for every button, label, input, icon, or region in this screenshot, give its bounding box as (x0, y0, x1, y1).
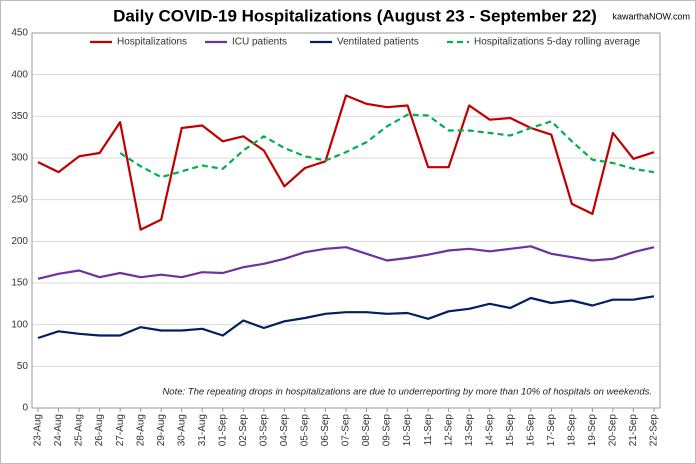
x-tick-label: 26-Aug (94, 414, 105, 446)
y-tick-label: 50 (17, 361, 29, 372)
x-tick-label: 02-Sep (238, 414, 249, 447)
x-tick-label: 29-Aug (156, 414, 167, 446)
x-tick-label: 19-Sep (587, 414, 598, 447)
y-tick-label: 350 (11, 111, 28, 122)
x-tick-label: 22-Sep (649, 414, 660, 447)
y-tick-label: 300 (11, 153, 28, 164)
series-line (119, 113, 655, 179)
legend-label: Ventilated patients (337, 37, 419, 48)
x-tick-label: 01-Sep (217, 414, 228, 447)
x-tick-label: 20-Sep (608, 414, 619, 447)
x-tick-label: 24-Aug (53, 414, 64, 446)
x-tick-label: 18-Sep (567, 414, 578, 447)
x-tick-label: 30-Aug (176, 414, 187, 446)
x-tick-label: 15-Sep (505, 414, 516, 447)
x-tick-label: 17-Sep (546, 414, 557, 447)
x-tick-label: 05-Sep (300, 414, 311, 447)
y-tick-label: 400 (11, 69, 28, 80)
source: kawarthaNOW.com (612, 11, 690, 21)
x-tick-label: 25-Aug (74, 414, 85, 446)
x-tick-label: 27-Aug (115, 414, 126, 446)
y-tick-label: 200 (11, 236, 28, 247)
series-line (37, 245, 655, 280)
series-line (37, 295, 655, 340)
x-tick-label: 14-Sep (484, 414, 495, 447)
x-tick-label: 10-Sep (402, 414, 413, 447)
legend-label: ICU patients (232, 37, 287, 48)
note: Note: The repeating drops in hospitaliza… (162, 387, 652, 398)
y-tick-label: 450 (11, 28, 28, 39)
x-tick-label: 31-Aug (197, 414, 208, 446)
x-tick-label: 11-Sep (423, 414, 434, 446)
x-tick-label: 09-Sep (382, 414, 393, 447)
y-tick-label: 150 (11, 278, 28, 289)
y-tick-label: 0 (22, 403, 28, 414)
x-tick-label: 16-Sep (525, 414, 536, 447)
chart-title: Daily COVID-19 Hospitalizations (August … (113, 6, 597, 25)
x-tick-label: 06-Sep (320, 414, 331, 447)
y-tick-label: 250 (11, 194, 28, 205)
x-tick-label: 21-Sep (628, 414, 639, 447)
y-tick-label: 100 (11, 319, 28, 330)
x-tick-label: 08-Sep (361, 414, 372, 447)
x-tick-label: 03-Sep (259, 414, 270, 447)
series-line (37, 94, 655, 231)
legend-label: Hospitalizations (117, 37, 187, 48)
x-tick-label: 23-Aug (33, 414, 44, 446)
x-tick-label: 12-Sep (443, 414, 454, 447)
x-tick-label: 13-Sep (464, 414, 475, 447)
x-tick-label: 28-Aug (135, 414, 146, 446)
legend-label: Hospitalizations 5-day rolling average (474, 37, 641, 48)
x-tick-label: 04-Sep (279, 414, 290, 447)
x-tick-label: 07-Sep (341, 414, 352, 447)
